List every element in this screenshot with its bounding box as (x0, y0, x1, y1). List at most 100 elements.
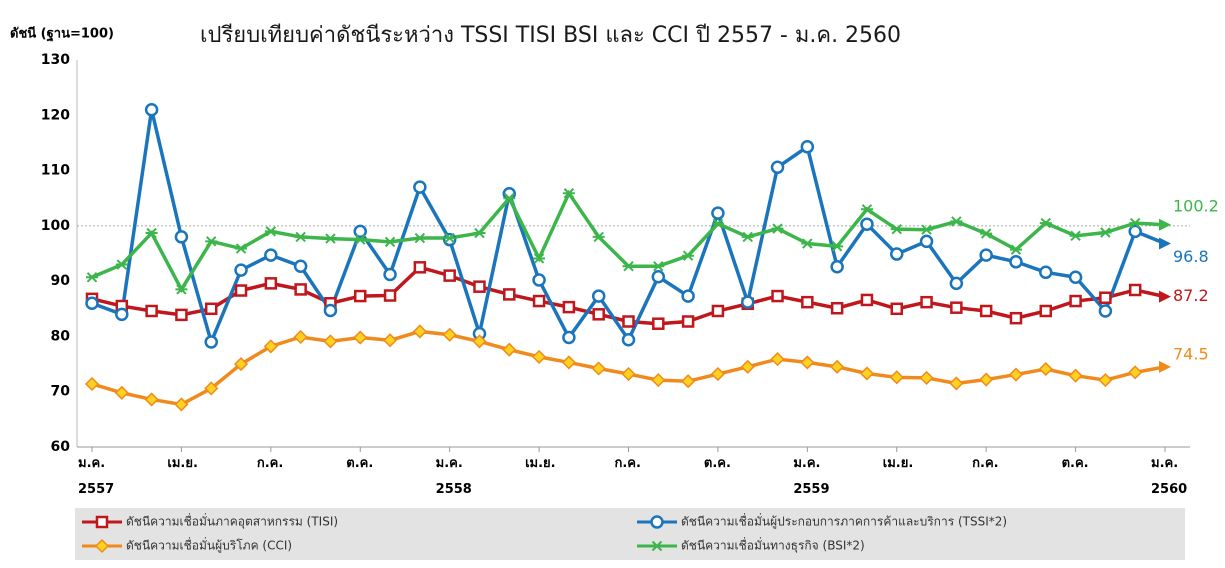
data-point (949, 276, 964, 291)
data-point (562, 330, 576, 345)
x-tick-label: ม.ค. 2557 (78, 456, 115, 497)
y-tick-label: 60 (51, 439, 71, 455)
data-point (383, 289, 397, 302)
data-point (502, 342, 517, 357)
data-point (741, 231, 754, 243)
data-point (503, 288, 516, 301)
legend-box (75, 508, 1185, 560)
data-point (443, 232, 456, 244)
data-point (532, 273, 546, 287)
data-point (144, 103, 159, 117)
data-point (562, 300, 576, 314)
data-point (770, 352, 785, 367)
data-point (652, 261, 665, 272)
data-point (950, 216, 963, 227)
x-tick-label: ม.ค. 2560 (1151, 456, 1188, 497)
y-tick-label: 80 (51, 328, 71, 344)
data-point (622, 315, 635, 328)
data-point (890, 302, 903, 316)
data-point (1068, 270, 1083, 285)
x-tick-label: ต.ค. (346, 456, 374, 471)
data-point (353, 330, 368, 345)
data-point (532, 349, 547, 364)
data-point (503, 193, 516, 204)
data-point (144, 392, 159, 407)
data-point (413, 180, 427, 194)
data-point (353, 224, 367, 239)
data-point (532, 294, 546, 308)
legend-label: ดัชนีความเชื่อมั่นผู้ประกอบการภาคการค้าแ… (681, 513, 1007, 530)
data-point (950, 301, 963, 314)
data-point (890, 223, 903, 235)
data-point (204, 335, 218, 349)
data-point (919, 370, 934, 385)
data-point (801, 295, 814, 309)
data-point (442, 327, 457, 342)
data-point (354, 234, 367, 245)
data-point (1038, 361, 1053, 377)
y-tick-label: 100 (41, 218, 70, 234)
data-point (801, 238, 814, 249)
legend-marker (651, 540, 663, 552)
data-point (860, 217, 874, 231)
data-point (264, 248, 278, 262)
data-point (771, 289, 784, 303)
y-tick-label: 70 (51, 384, 71, 400)
series-line (91, 109, 1166, 348)
x-tick-label: ม.ค. 2558 (435, 456, 472, 497)
data-point (682, 250, 695, 261)
end-arrow (1159, 218, 1171, 231)
data-point (1099, 227, 1112, 238)
data-point (442, 232, 457, 247)
data-point (622, 261, 635, 272)
data-point (830, 359, 845, 374)
data-point (919, 234, 934, 249)
legend-marker (95, 515, 109, 529)
data-point (86, 272, 98, 283)
data-point (830, 301, 844, 315)
data-point (354, 289, 367, 303)
legend-label: ดัชนีความเชื่อมั่นภาคอุตสาหกรรม (TISI) (126, 513, 338, 530)
data-point (1039, 304, 1053, 318)
data-label: 100.2 (1173, 196, 1219, 215)
y-tick-label: 120 (41, 107, 70, 123)
data-point (264, 226, 277, 237)
legend-label: ดัชนีความเชื่อมั่นผู้บริโภค (CCI) (126, 537, 292, 554)
data-point (293, 329, 308, 345)
legend-marker (94, 538, 110, 554)
data-point (84, 376, 100, 392)
data-point (1009, 311, 1023, 325)
x-tick-label: เม.ย. (882, 456, 914, 471)
data-point (264, 277, 278, 290)
data-point (1039, 265, 1053, 280)
data-point (263, 339, 278, 354)
data-point (979, 372, 994, 387)
data-point (1009, 255, 1023, 269)
chart-title: เปรียบเทียบค่าดัชนีระหว่าง TSSI TISI BSI… (200, 23, 901, 48)
end-arrow (1159, 237, 1171, 250)
data-point (771, 223, 784, 234)
x-tick-label: ก.ค. (972, 456, 999, 471)
data-point (592, 308, 605, 321)
data-point (324, 233, 337, 244)
data-point (174, 397, 189, 412)
data-point (1039, 217, 1052, 229)
data-point (890, 247, 904, 261)
data-point (652, 317, 665, 330)
data-point (859, 366, 875, 381)
data-point (293, 259, 308, 273)
data-point (235, 243, 248, 254)
data-point (1009, 244, 1022, 255)
data-point (621, 366, 636, 382)
data-point (413, 261, 427, 274)
y-axis-label: ดัชนี (ฐาน=100) (10, 26, 114, 43)
data-point (1128, 224, 1142, 239)
x-tick-label: ต.ค. (703, 456, 731, 471)
data-point (800, 355, 815, 370)
data-point (294, 231, 307, 243)
data-point (740, 295, 755, 309)
x-tick-label: ก.ค. (256, 456, 284, 471)
data-point (711, 206, 725, 220)
data-point (979, 248, 993, 262)
